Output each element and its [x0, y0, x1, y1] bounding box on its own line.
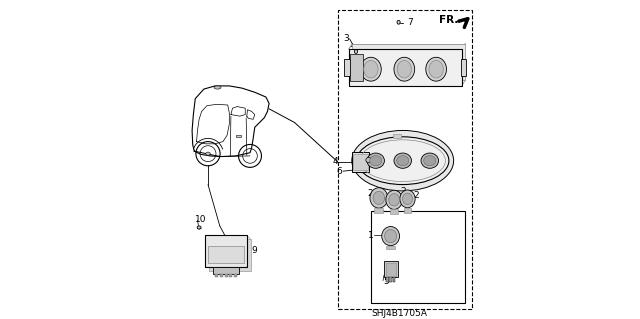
- Bar: [389, 277, 392, 282]
- Text: 2: 2: [368, 189, 374, 198]
- Bar: [385, 263, 396, 276]
- Bar: [390, 209, 398, 214]
- Text: 6: 6: [337, 167, 342, 176]
- Ellipse shape: [429, 61, 444, 78]
- Ellipse shape: [400, 190, 415, 208]
- Ellipse shape: [386, 190, 403, 209]
- Text: 4: 4: [332, 157, 338, 166]
- Bar: [392, 277, 395, 282]
- Bar: [386, 277, 388, 282]
- Bar: [208, 246, 244, 263]
- Ellipse shape: [424, 156, 436, 166]
- Ellipse shape: [403, 193, 412, 205]
- Ellipse shape: [360, 57, 381, 81]
- Bar: [393, 134, 401, 138]
- Ellipse shape: [397, 61, 412, 78]
- Bar: [213, 267, 239, 274]
- Bar: [229, 274, 232, 277]
- Ellipse shape: [214, 86, 221, 89]
- Ellipse shape: [206, 152, 210, 155]
- Text: 8: 8: [357, 152, 363, 161]
- Bar: [371, 211, 465, 303]
- Text: 2: 2: [400, 187, 406, 197]
- Ellipse shape: [381, 226, 399, 246]
- Bar: [344, 59, 349, 76]
- Ellipse shape: [373, 191, 385, 204]
- Text: 1: 1: [368, 231, 374, 240]
- Text: 10: 10: [195, 215, 207, 224]
- Text: SHJ4B1705A: SHJ4B1705A: [371, 309, 427, 318]
- Ellipse shape: [367, 153, 385, 168]
- Text: 7: 7: [407, 18, 413, 27]
- Bar: [209, 239, 251, 271]
- Bar: [386, 246, 395, 249]
- Ellipse shape: [356, 137, 449, 185]
- Bar: [236, 135, 241, 137]
- Ellipse shape: [355, 50, 358, 54]
- Bar: [205, 235, 247, 267]
- Ellipse shape: [394, 57, 415, 81]
- Ellipse shape: [352, 130, 454, 191]
- Ellipse shape: [388, 194, 399, 206]
- Text: FR.: FR.: [439, 15, 458, 25]
- Bar: [461, 59, 467, 76]
- Ellipse shape: [397, 20, 400, 24]
- Bar: [220, 274, 223, 277]
- Bar: [349, 49, 461, 86]
- Ellipse shape: [421, 153, 438, 168]
- Bar: [404, 208, 412, 212]
- Ellipse shape: [385, 229, 397, 243]
- Ellipse shape: [394, 153, 412, 168]
- Ellipse shape: [366, 158, 372, 163]
- Bar: [383, 261, 397, 278]
- Ellipse shape: [370, 188, 388, 208]
- Bar: [215, 274, 218, 277]
- Ellipse shape: [397, 156, 409, 166]
- Bar: [352, 152, 369, 173]
- Text: 2: 2: [413, 190, 419, 200]
- Text: 5: 5: [383, 277, 389, 286]
- Text: 3: 3: [344, 34, 349, 43]
- Ellipse shape: [370, 156, 381, 166]
- Text: 9: 9: [251, 246, 257, 255]
- Ellipse shape: [197, 226, 201, 229]
- Bar: [339, 10, 472, 309]
- Bar: [353, 44, 465, 80]
- Bar: [234, 274, 237, 277]
- Bar: [350, 54, 363, 81]
- Bar: [353, 154, 368, 170]
- Bar: [225, 274, 228, 277]
- Ellipse shape: [426, 57, 447, 81]
- Ellipse shape: [364, 61, 378, 78]
- Bar: [374, 208, 383, 213]
